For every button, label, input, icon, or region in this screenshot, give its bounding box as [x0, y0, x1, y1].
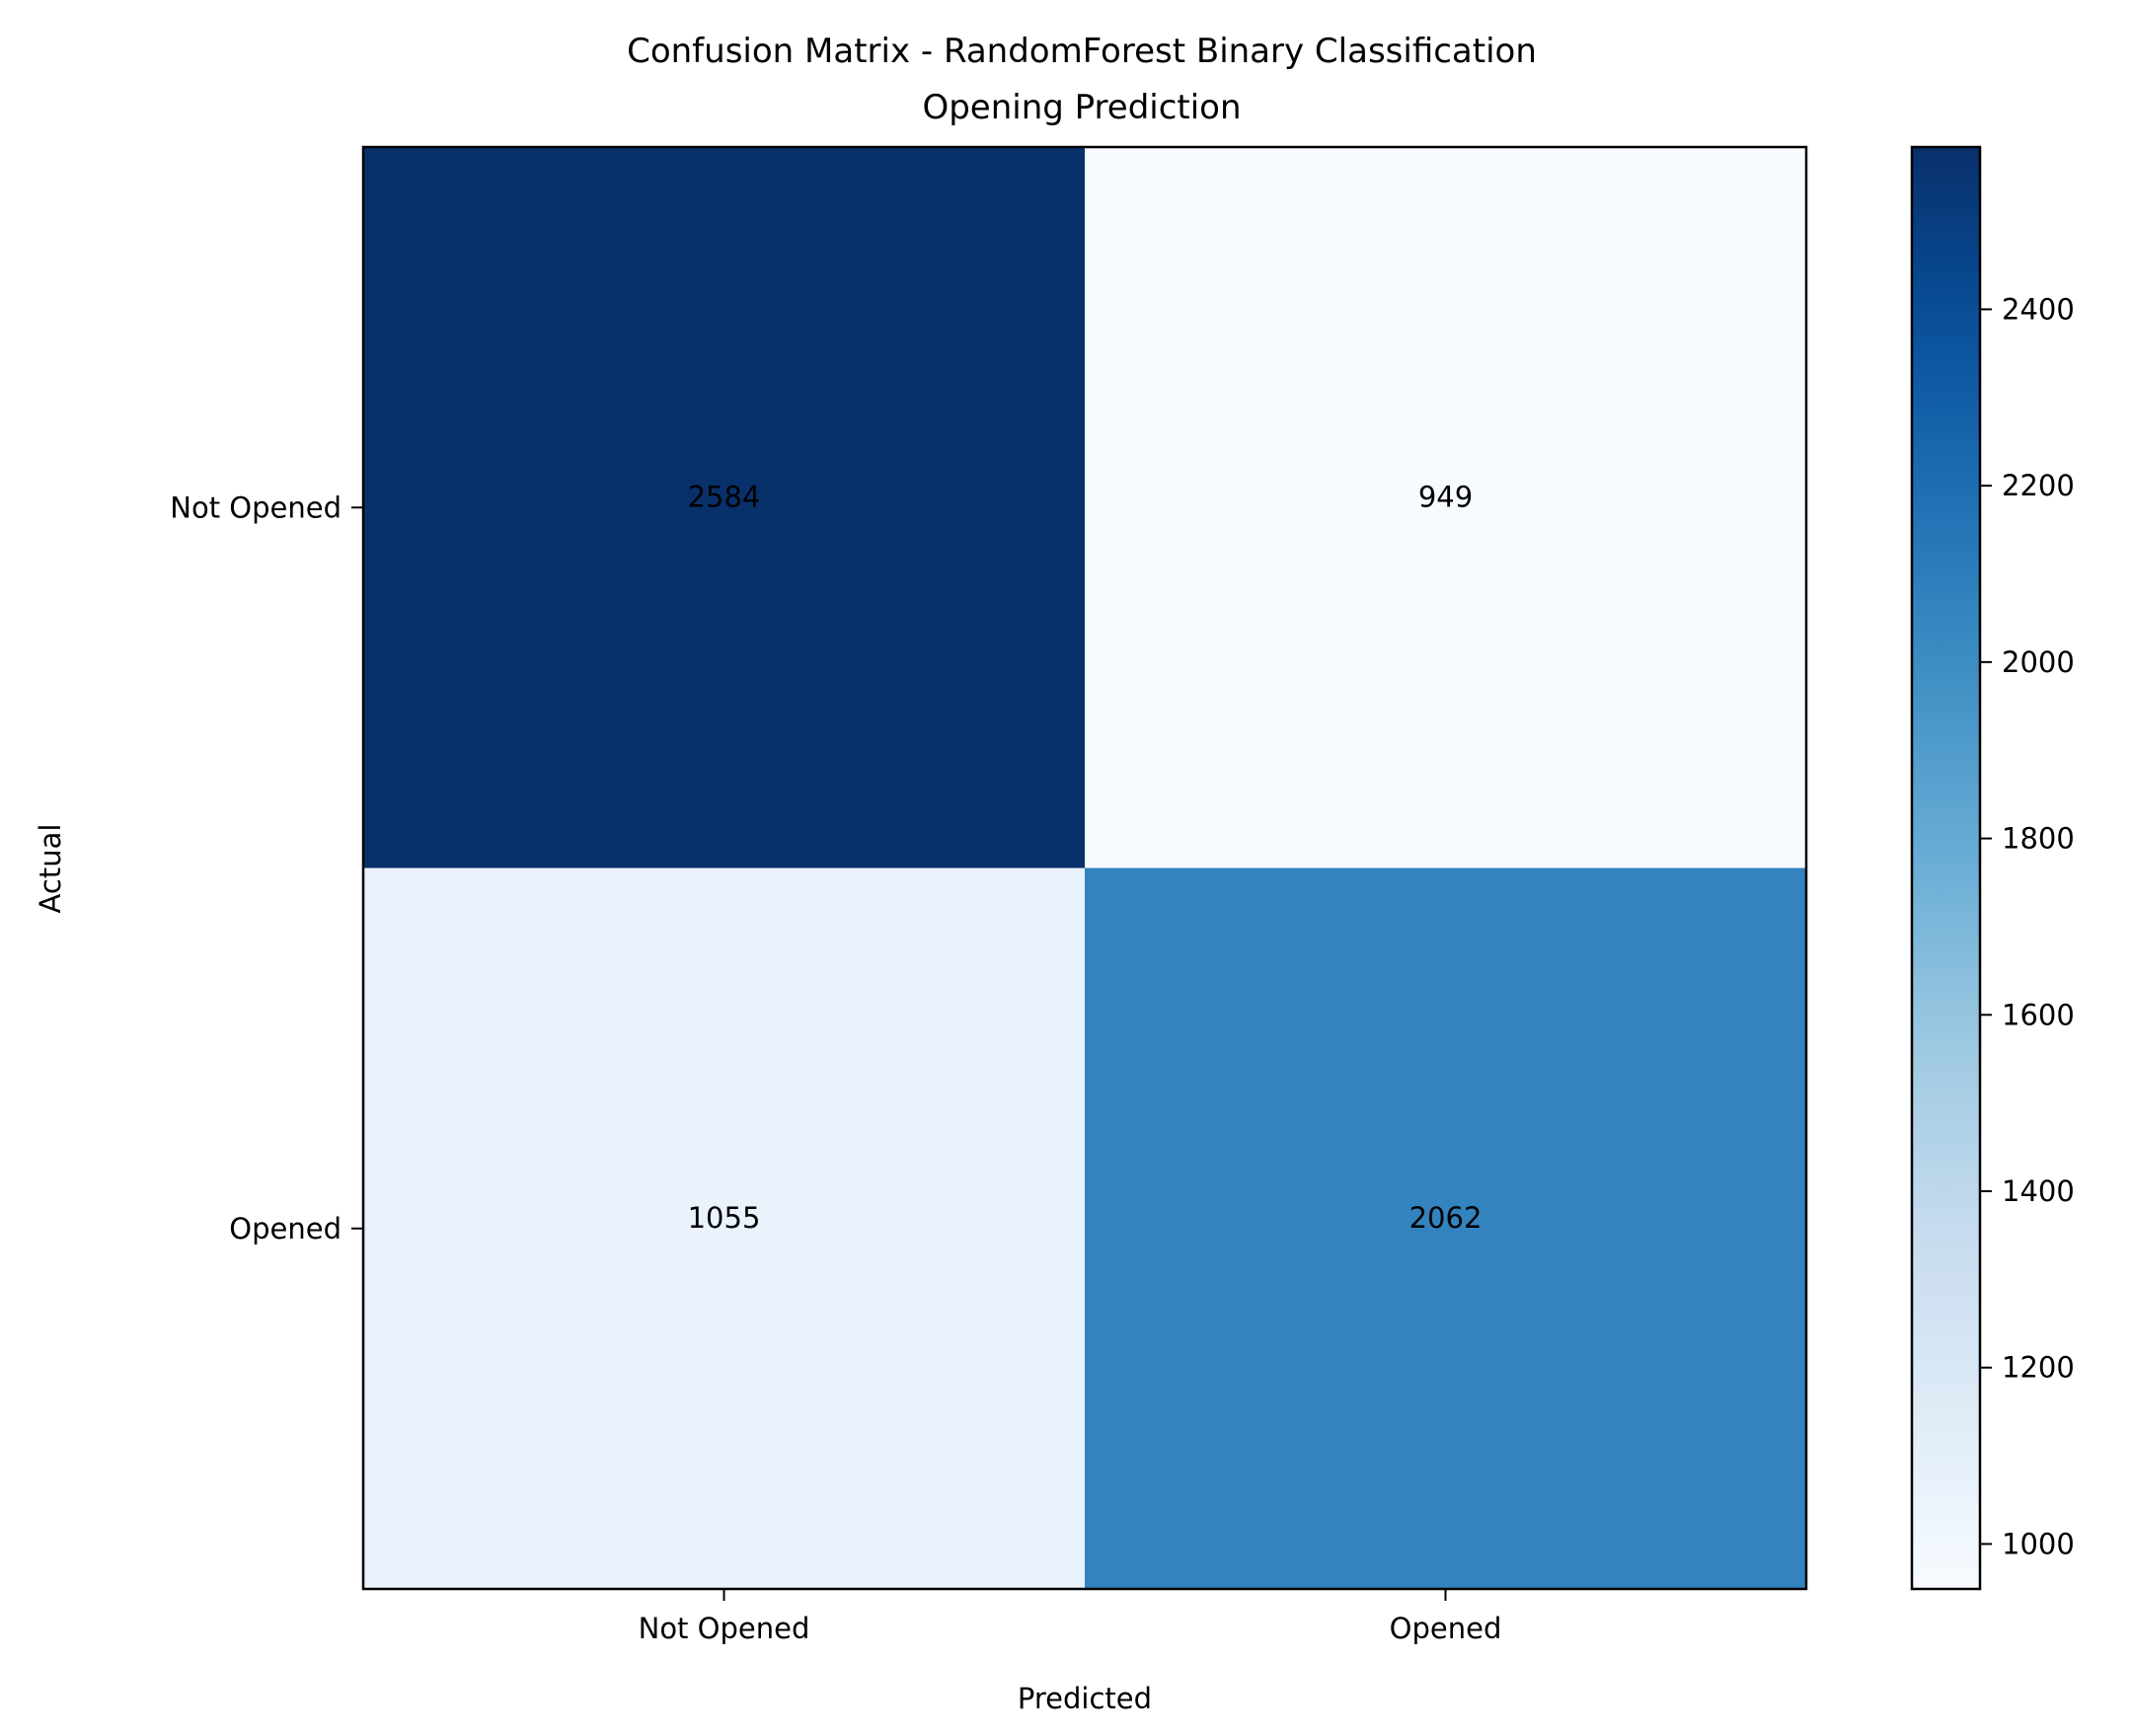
cell-value-label: 2062	[1409, 1201, 1483, 1235]
heatmap-cell-r1-c1	[1085, 868, 1807, 1590]
heatmap-cell-r1-c0	[363, 868, 1086, 1590]
y-tick-label: Not Opened	[170, 491, 342, 524]
colorbar-ticks: 1000 1200 1400 1600 1800 2000 2200 2400	[1980, 292, 2075, 1560]
cell-value-label: 949	[1418, 480, 1473, 513]
x-tick-label: Not Opened	[639, 1612, 810, 1645]
colorbar-tick-label: 1400	[2002, 1174, 2075, 1208]
colorbar-tick-label: 1800	[2002, 822, 2075, 856]
x-axis-ticks: Not Opened Opened	[639, 1589, 1502, 1645]
y-tick-label: Opened	[229, 1212, 342, 1245]
colorbar-tick-label: 2200	[2002, 469, 2075, 502]
heatmap-cell-r0-c0	[363, 147, 1086, 868]
heatmap-cells	[363, 147, 1807, 1590]
cell-value-label: 1055	[688, 1201, 761, 1235]
colorbar-tick-label: 1200	[2002, 1351, 2075, 1385]
heatmap-cell-labels: 2584 949 1055 2062	[688, 480, 1483, 1235]
x-axis-label: Predicted	[1018, 1682, 1152, 1715]
colorbar-tick-label: 1000	[2002, 1527, 2075, 1560]
colorbar-tick-label: 2000	[2002, 645, 2075, 679]
colorbar-tick-label: 2400	[2002, 292, 2075, 326]
y-axis-label: Actual	[34, 824, 67, 914]
colorbar-tick-label: 1600	[2002, 998, 2075, 1031]
y-axis-ticks: Not Opened Opened	[170, 491, 363, 1245]
plot-frame	[361, 145, 1808, 1591]
colorbar	[1910, 145, 1982, 1591]
cell-value-label: 2584	[688, 480, 761, 513]
chart-title: Confusion Matrix - RandomForest Binary C…	[627, 32, 1537, 71]
heatmap-cell-r0-c1	[1085, 147, 1807, 868]
chart-subtitle: Opening Prediction	[922, 88, 1241, 127]
x-tick-label: Opened	[1390, 1612, 1502, 1645]
